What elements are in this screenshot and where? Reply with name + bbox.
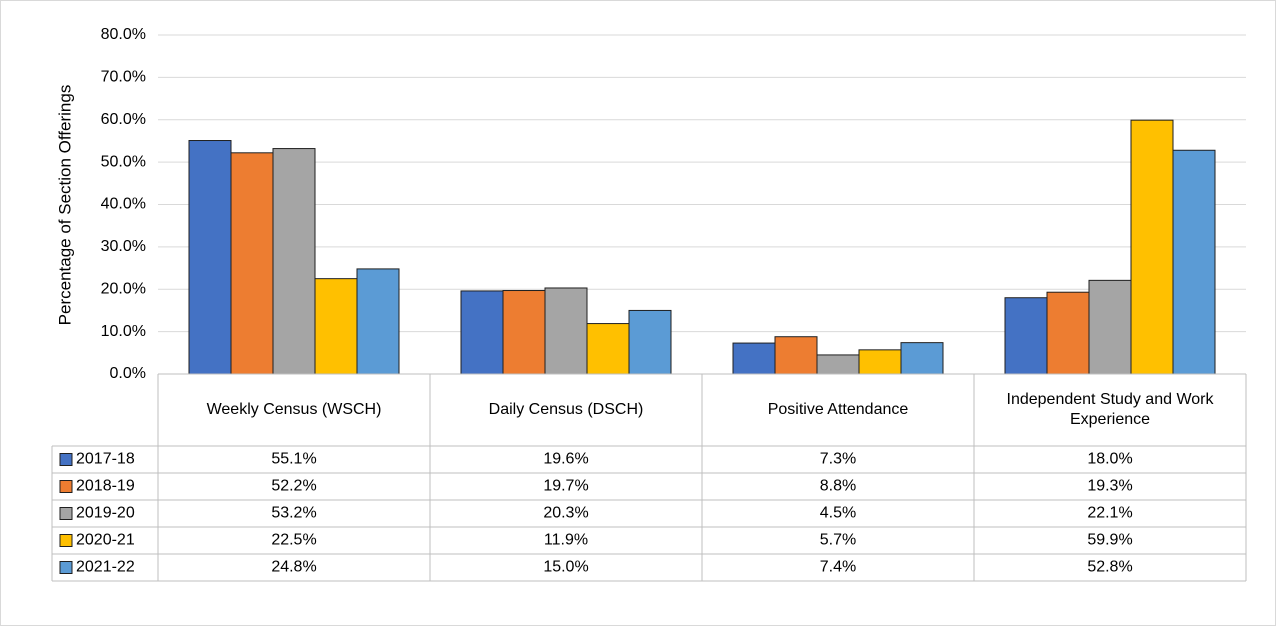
y-tick-label: 20.0% — [101, 280, 146, 297]
category-label: Independent Study and Work Experience — [1006, 391, 1214, 428]
legend-key — [59, 453, 73, 466]
table-value: 11.9% — [544, 532, 588, 549]
x-tick-label: Weekly Census (WSCH) — [158, 374, 430, 446]
table-value: 8.8% — [820, 478, 856, 495]
bar — [502, 290, 546, 375]
y-tick-label: 70.0% — [101, 69, 146, 86]
category-label: Positive Attendance — [767, 401, 909, 418]
y-tick-label: 50.0% — [101, 153, 146, 170]
category-label: Daily Census (DSCH) — [488, 401, 644, 418]
category-cell: Positive Attendance — [702, 374, 974, 446]
table-value: 20.3% — [543, 505, 588, 522]
bar — [1172, 149, 1216, 375]
x-tick-label: Independent Study and Work Experience — [974, 374, 1246, 446]
table-value: 19.6% — [543, 451, 588, 468]
table-value: 59.9% — [1087, 532, 1132, 549]
legend-label: 2018-19 — [76, 478, 135, 495]
legend-label: 2017-18 — [76, 451, 135, 468]
legend-key — [59, 561, 73, 574]
table-value: 52.8% — [1087, 559, 1132, 576]
table-value: 7.4% — [820, 559, 856, 576]
x-tick-label: Positive Attendance — [702, 374, 974, 446]
bar — [1088, 279, 1132, 375]
table-value: 7.3% — [820, 451, 856, 468]
bar — [628, 309, 672, 375]
y-tick-label: 30.0% — [101, 238, 146, 255]
table-value: 22.5% — [271, 532, 316, 549]
table-value: 4.5% — [820, 505, 856, 522]
table-value: 18.0% — [1087, 451, 1132, 468]
y-tick-label: 40.0% — [101, 196, 146, 213]
legend-key — [59, 534, 73, 547]
bar — [858, 349, 902, 375]
y-tick-label: 10.0% — [101, 323, 146, 340]
bar — [230, 152, 274, 375]
bar — [272, 148, 316, 375]
bar — [544, 287, 588, 375]
y-tick-label: 0.0% — [110, 365, 146, 382]
y-axis-title: Percentage of Section Offerings — [55, 85, 74, 326]
bar — [1004, 297, 1048, 375]
bar — [1130, 119, 1174, 375]
table-value: 52.2% — [271, 478, 316, 495]
bar — [732, 342, 776, 375]
table-value: 19.7% — [543, 478, 588, 495]
y-tick-label: 80.0% — [101, 26, 146, 43]
legend-label: 2020-21 — [76, 532, 135, 549]
bar — [816, 354, 860, 375]
legend-key — [59, 507, 73, 520]
bar — [774, 336, 818, 375]
bar — [1046, 291, 1090, 375]
bar — [586, 323, 630, 375]
table-value: 53.2% — [271, 505, 316, 522]
x-tick-label: Daily Census (DSCH) — [430, 374, 702, 446]
category-cell: Weekly Census (WSCH) — [158, 374, 430, 446]
table-value: 5.7% — [820, 532, 856, 549]
legend-label: 2021-22 — [76, 559, 135, 576]
bar — [460, 290, 504, 375]
bar — [900, 342, 944, 375]
legend-label: 2019-20 — [76, 505, 135, 522]
category-cell: Independent Study and Work Experience — [974, 374, 1246, 446]
category-cell: Daily Census (DSCH) — [430, 374, 702, 446]
bar — [314, 278, 358, 375]
y-tick-label: 60.0% — [101, 111, 146, 128]
table-value: 22.1% — [1087, 505, 1132, 522]
table-value: 24.8% — [271, 559, 316, 576]
legend-key — [59, 480, 73, 493]
bar — [356, 268, 400, 375]
bar — [188, 140, 232, 375]
category-label: Weekly Census (WSCH) — [206, 401, 382, 418]
table-value: 15.0% — [543, 559, 588, 576]
table-value: 19.3% — [1087, 478, 1132, 495]
table-value: 55.1% — [271, 451, 316, 468]
